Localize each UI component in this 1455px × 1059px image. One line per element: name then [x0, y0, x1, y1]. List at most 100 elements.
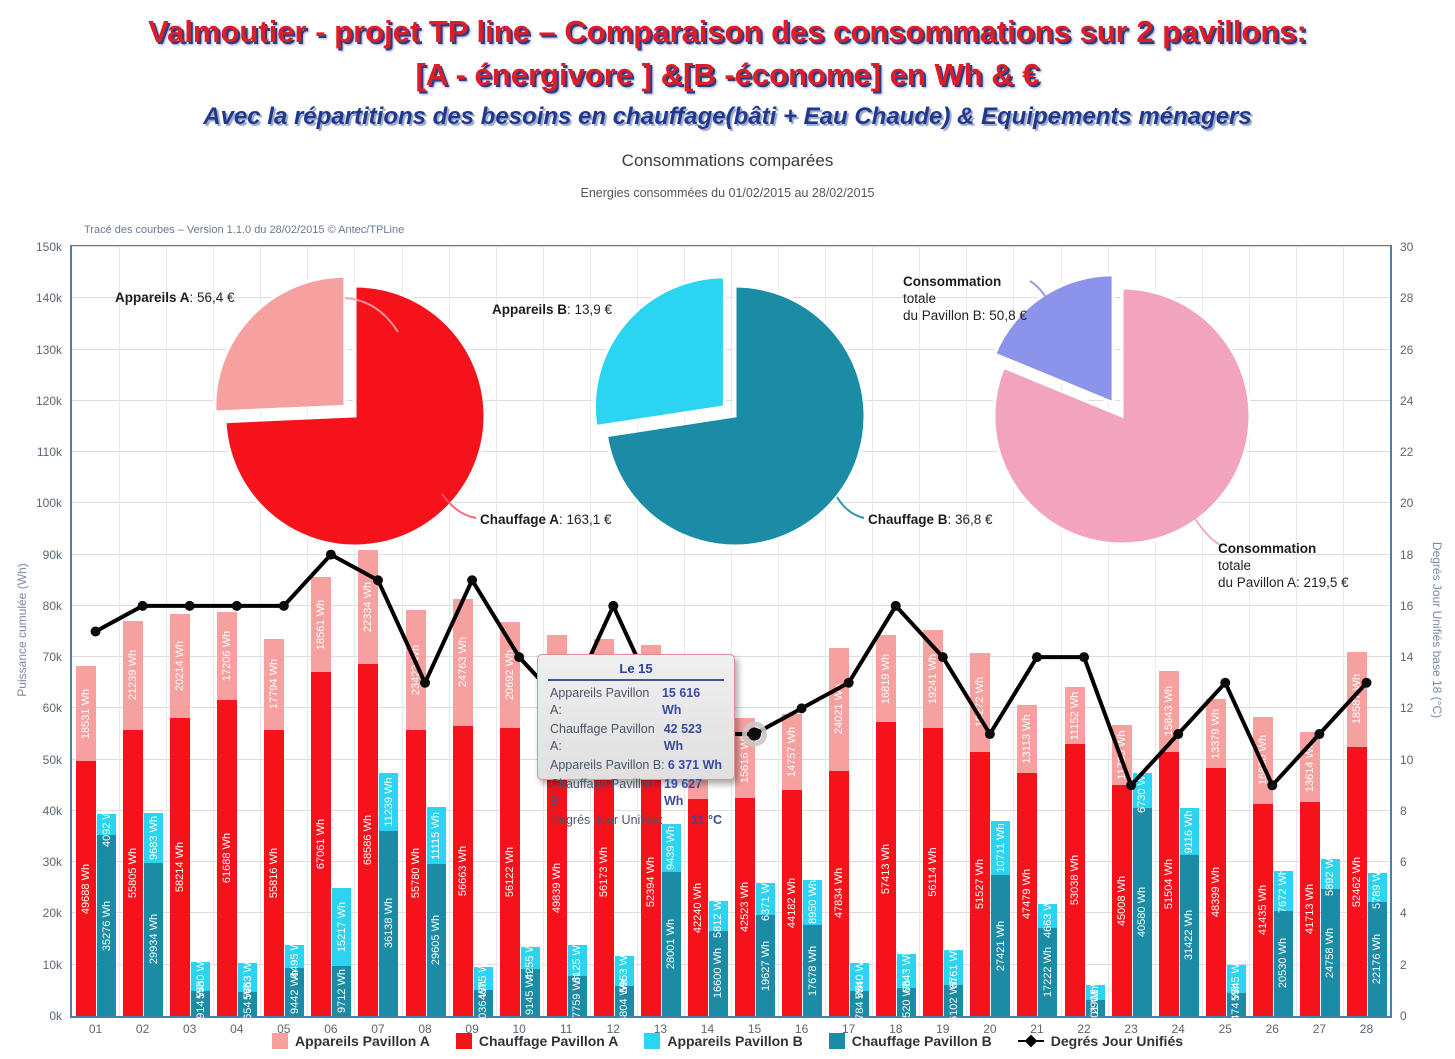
- appareils-pavillon-b-bar-segment[interactable]: [897, 953, 917, 988]
- chauffage-pavillon-a-bar-segment[interactable]: [76, 761, 96, 1016]
- appareils-pavillon-b-bar-segment[interactable]: [803, 879, 823, 926]
- appareils-pavillon-b-bar-segment[interactable]: [144, 812, 164, 863]
- appareils-pavillon-b-bar-segment[interactable]: [379, 773, 399, 831]
- appareils-pavillon-b-bar-segment[interactable]: [238, 963, 258, 993]
- x-axis-tick-label: 20: [983, 1022, 997, 1036]
- chauffage-pavillon-a-bar-segment[interactable]: [123, 729, 144, 1016]
- chauffage-pavillon-b-bar-segment[interactable]: [379, 830, 399, 1016]
- y-axis-left-tick-label: 40k: [42, 803, 62, 818]
- chauffage-pavillon-a-bar-segment[interactable]: [923, 728, 944, 1016]
- chauffage-pavillon-b-bar-segment[interactable]: [1179, 854, 1199, 1016]
- chauffage-pavillon-a-bar-segment[interactable]: [640, 747, 661, 1016]
- legend-item-chauffage-pavillon-a[interactable]: Chauffage Pavillon A: [455, 1033, 618, 1049]
- chauffage-pavillon-b-bar-segment[interactable]: [708, 930, 728, 1016]
- chauffage-pavillon-b-bar-segment[interactable]: [1273, 910, 1293, 1016]
- chauffage-pavillon-b-bar-segment[interactable]: [144, 862, 164, 1016]
- chauffage-pavillon-a-bar-segment[interactable]: [1017, 772, 1038, 1016]
- chauffage-pavillon-b-bar-segment[interactable]: [332, 966, 352, 1016]
- appareils-pavillon-b-bar-segment[interactable]: [661, 824, 681, 873]
- chauffage-pavillon-a-bar-segment[interactable]: [1252, 803, 1273, 1016]
- chauffage-pavillon-b-bar-segment[interactable]: [567, 976, 587, 1016]
- chauffage-pavillon-a-bar-segment[interactable]: [687, 799, 708, 1016]
- appareils-pavillon-b-bar-segment[interactable]: [1273, 871, 1293, 911]
- chauffage-pavillon-a-bar-segment[interactable]: [829, 770, 850, 1016]
- appareils-pavillon-b-bar-segment[interactable]: [520, 947, 540, 970]
- appareils-pavillon-b-bar-segment[interactable]: [708, 901, 728, 931]
- chauffage-pavillon-b-bar-segment[interactable]: [97, 835, 116, 1016]
- appareils-pavillon-b-bar-segment[interactable]: [97, 814, 116, 836]
- chauffage-pavillon-a-bar-segment[interactable]: [1111, 785, 1132, 1016]
- chauffage-pavillon-b-bar-segment[interactable]: [520, 969, 540, 1016]
- appareils-pavillon-b-bar-segment[interactable]: [1226, 964, 1246, 994]
- bar-value-label: 29934 Wh: [147, 914, 160, 965]
- chauffage-pavillon-b-bar-segment[interactable]: [1085, 999, 1105, 1016]
- bar-value-label: 21239 Wh: [127, 650, 140, 701]
- chauffage-pavillon-b-bar-segment[interactable]: [1226, 993, 1246, 1016]
- chauffage-pavillon-b-bar-segment[interactable]: [1320, 889, 1340, 1016]
- bar-value-label: 14757 Wh: [786, 726, 799, 777]
- chauffage-pavillon-b-bar-segment[interactable]: [991, 875, 1011, 1016]
- chauffage-pavillon-b-bar-segment[interactable]: [473, 990, 493, 1016]
- chauffage-pavillon-a-bar-segment[interactable]: [1346, 747, 1367, 1016]
- appareils-pavillon-b-bar-segment[interactable]: [191, 962, 211, 991]
- chauffage-pavillon-a-bar-segment[interactable]: [970, 751, 991, 1016]
- chauffage-pavillon-b-bar-segment[interactable]: [238, 992, 258, 1016]
- chauffage-pavillon-b-bar-segment[interactable]: [803, 925, 823, 1016]
- chauffage-pavillon-a-bar-segment[interactable]: [1158, 751, 1179, 1016]
- y-axis-right-tick-label: 2: [1400, 957, 1407, 972]
- x-axis-tick-label: 11: [560, 1022, 573, 1036]
- legend-item-degrés-jour-unifiés[interactable]: Degrés Jour Unifiés: [1017, 1033, 1183, 1049]
- chauffage-pavillon-a-bar-segment[interactable]: [546, 760, 567, 1016]
- chauffage-pavillon-a-bar-segment[interactable]: [735, 798, 755, 1016]
- chauffage-pavillon-b-bar-segment[interactable]: [1367, 902, 1387, 1016]
- chauffage-pavillon-a-bar-segment[interactable]: [1205, 767, 1226, 1016]
- legend-item-chauffage-pavillon-b[interactable]: Chauffage Pavillon B: [828, 1033, 992, 1049]
- bar-value-label: 31422 Wh: [1183, 910, 1196, 961]
- bar-value-label: 48399 Wh: [1209, 866, 1222, 917]
- chauffage-pavillon-b-bar-segment[interactable]: [1038, 927, 1058, 1016]
- appareils-pavillon-b-bar-segment[interactable]: [567, 944, 587, 977]
- chauffage-pavillon-a-bar-segment[interactable]: [876, 721, 897, 1016]
- appareils-pavillon-b-bar-segment[interactable]: [850, 963, 870, 992]
- appareils-pavillon-b-bar-segment[interactable]: [1320, 858, 1340, 890]
- chauffage-pavillon-b-bar-segment[interactable]: [426, 864, 446, 1016]
- chauffage-pavillon-a-bar-segment[interactable]: [1064, 744, 1085, 1016]
- chauffage-pavillon-a-bar-segment[interactable]: [264, 729, 285, 1016]
- chauffage-pavillon-b-bar-segment[interactable]: [191, 990, 211, 1016]
- legend-item-appareils-pavillon-a[interactable]: Appareils Pavillon A: [271, 1033, 430, 1049]
- chauffage-pavillon-a-bar-segment[interactable]: [593, 728, 614, 1016]
- appareils-pavillon-a-bar-segment[interactable]: [76, 666, 96, 762]
- chauffage-pavillon-a-bar-segment[interactable]: [170, 717, 191, 1016]
- appareils-pavillon-b-bar-segment[interactable]: [332, 888, 352, 967]
- chauffage-pavillon-a-bar-segment[interactable]: [1299, 802, 1320, 1016]
- appareils-pavillon-b-bar-segment[interactable]: [944, 950, 964, 985]
- chauffage-pavillon-b-bar-segment[interactable]: [1132, 807, 1152, 1016]
- appareils-pavillon-b-bar-segment[interactable]: [614, 955, 634, 987]
- chauffage-pavillon-b-bar-segment[interactable]: [897, 987, 917, 1016]
- appareils-pavillon-b-bar-segment[interactable]: [285, 944, 305, 968]
- chauffage-pavillon-a-bar-segment[interactable]: [782, 789, 803, 1016]
- x-axis-tick-label: 15: [747, 1022, 762, 1036]
- appareils-pavillon-b-bar-segment[interactable]: [991, 820, 1011, 876]
- appareils-pavillon-b-bar-segment[interactable]: [426, 807, 446, 865]
- appareils-pavillon-b-bar-segment[interactable]: [473, 966, 493, 991]
- chauffage-pavillon-a-bar-segment[interactable]: [405, 730, 426, 1016]
- appareils-pavillon-b-bar-segment[interactable]: [1038, 903, 1058, 928]
- appareils-pavillon-b-bar-segment[interactable]: [1367, 872, 1387, 903]
- y-axis-right-tick-label: 20: [1400, 496, 1414, 511]
- appareils-pavillon-b-bar-segment[interactable]: [1085, 984, 1105, 1000]
- chauffage-pavillon-b-bar-segment[interactable]: [850, 991, 870, 1016]
- appareils-pavillon-b-bar-segment[interactable]: [1179, 808, 1199, 855]
- chauffage-pavillon-b-bar-segment[interactable]: [614, 986, 634, 1016]
- chauffage-pavillon-b-bar-segment[interactable]: [756, 915, 775, 1016]
- chauffage-pavillon-a-bar-segment[interactable]: [499, 728, 520, 1016]
- appareils-pavillon-b-bar-segment[interactable]: [756, 882, 775, 916]
- bar-value-label: 20692 Wh: [503, 650, 516, 701]
- chauffage-pavillon-b-bar-segment[interactable]: [661, 872, 681, 1016]
- chauffage-pavillon-b-bar-segment[interactable]: [944, 984, 964, 1016]
- bar-value-label: 19272 Wh: [974, 677, 987, 728]
- legend-item-appareils-pavillon-b[interactable]: Appareils Pavillon B: [644, 1033, 803, 1049]
- chauffage-pavillon-b-bar-segment[interactable]: [285, 967, 305, 1016]
- y-axis-right-tick-label: 22: [1400, 445, 1414, 460]
- chauffage-pavillon-a-bar-segment[interactable]: [452, 725, 473, 1016]
